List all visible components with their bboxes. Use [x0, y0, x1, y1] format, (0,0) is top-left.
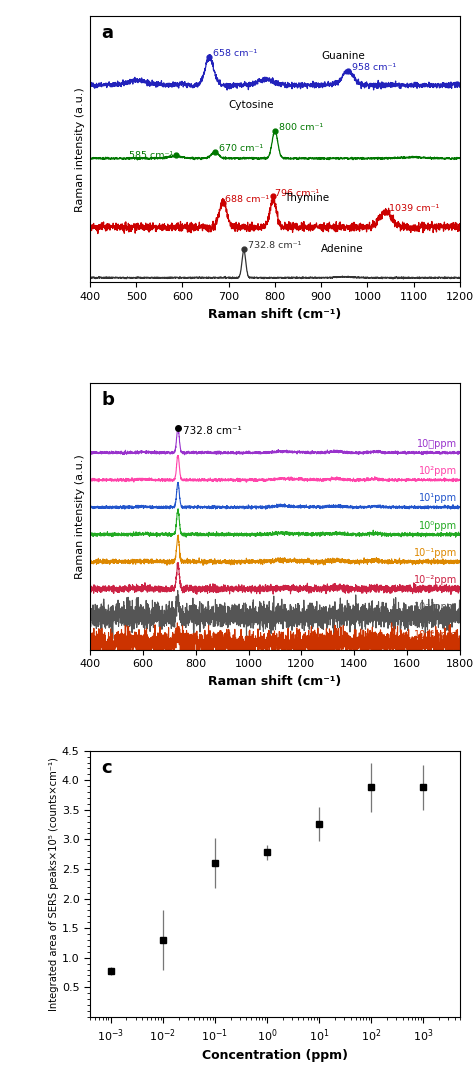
Text: 800 cm⁻¹: 800 cm⁻¹: [279, 123, 323, 131]
Text: 10²ppm: 10²ppm: [419, 466, 457, 477]
X-axis label: Raman shift (cm⁻¹): Raman shift (cm⁻¹): [208, 308, 342, 321]
X-axis label: Concentration (ppm): Concentration (ppm): [202, 1049, 348, 1062]
Text: 10⁳ppm: 10⁳ppm: [417, 439, 457, 449]
Text: Thymine: Thymine: [284, 193, 329, 202]
Y-axis label: Integrated area of SERS peaks×10⁵ (counts×cm⁻¹): Integrated area of SERS peaks×10⁵ (count…: [49, 756, 59, 1010]
Text: 10¹ppm: 10¹ppm: [419, 494, 457, 504]
Text: 585 cm⁻¹: 585 cm⁻¹: [129, 152, 173, 160]
Text: Adenine: Adenine: [321, 244, 364, 254]
Text: 796 cm⁻¹: 796 cm⁻¹: [275, 188, 319, 198]
Y-axis label: Raman intensity (a.u.): Raman intensity (a.u.): [74, 454, 84, 579]
Text: 10⁻⁴ppm: 10⁻⁴ppm: [414, 629, 457, 639]
Text: Cytosine: Cytosine: [228, 100, 274, 110]
Text: 10⁻²ppm: 10⁻²ppm: [414, 576, 457, 585]
Text: 732.8 cm⁻¹: 732.8 cm⁻¹: [182, 426, 241, 436]
Text: 10⁰ppm: 10⁰ppm: [419, 521, 457, 530]
Y-axis label: Raman intensity (a.u.): Raman intensity (a.u.): [74, 87, 84, 212]
Text: 10⁻³ppm: 10⁻³ppm: [414, 603, 457, 612]
Text: Guanine: Guanine: [321, 52, 365, 61]
Text: 958 cm⁻¹: 958 cm⁻¹: [352, 63, 396, 72]
X-axis label: Raman shift (cm⁻¹): Raman shift (cm⁻¹): [208, 675, 342, 688]
Text: 688 cm⁻¹: 688 cm⁻¹: [225, 195, 269, 204]
Text: 658 cm⁻¹: 658 cm⁻¹: [213, 49, 257, 58]
Text: 10⁻¹ppm: 10⁻¹ppm: [414, 548, 457, 558]
Text: c: c: [101, 759, 112, 777]
Text: b: b: [101, 392, 114, 409]
Text: a: a: [101, 24, 113, 42]
Text: 1039 cm⁻¹: 1039 cm⁻¹: [389, 204, 439, 213]
Text: 732.8 cm⁻¹: 732.8 cm⁻¹: [248, 241, 302, 251]
Text: 670 cm⁻¹: 670 cm⁻¹: [219, 144, 263, 153]
